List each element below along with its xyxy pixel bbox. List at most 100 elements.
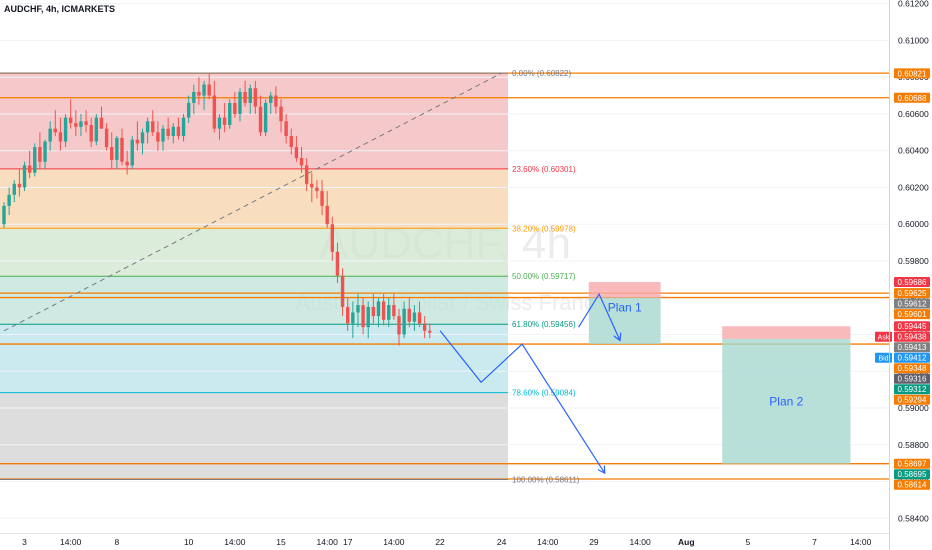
- plan-box[interactable]: Plan 1: [588, 281, 661, 345]
- price-label: 0.59445: [894, 321, 930, 332]
- candle-body: [310, 183, 314, 188]
- price-label-bg: [894, 309, 930, 320]
- candle-body: [397, 316, 401, 335]
- candle-body: [325, 205, 329, 225]
- time-tick-label: 17: [343, 537, 353, 547]
- time-tick-label: 14:00: [383, 537, 405, 547]
- candle-body: [99, 117, 104, 129]
- candle-body: [299, 158, 304, 166]
- candle-body: [186, 102, 191, 118]
- candle-body: [233, 102, 237, 114]
- candle-body: [222, 117, 227, 125]
- time-axis-background: [0, 533, 889, 550]
- time-axis[interactable]: 3 14:00 8 10 14:00 15 14:00 17 14:00 22 24 14:00 29 1…: [0, 533, 889, 550]
- price-label: 0.58614: [894, 479, 930, 490]
- candle-body: [402, 308, 406, 335]
- time-tick-label: Aug: [678, 537, 695, 547]
- price-label: 0.59413: [894, 342, 930, 353]
- price-label-bg: [894, 469, 930, 480]
- price-label-text: 0.59294: [898, 396, 927, 405]
- dashed-trend-line[interactable]: [3, 72, 502, 332]
- candle-body: [269, 95, 273, 103]
- candle-body: [48, 128, 52, 142]
- price-label: 0.58695: [894, 469, 930, 480]
- price-label-text: 0.60688: [898, 94, 927, 103]
- price-tick-label: 0.58400: [898, 513, 929, 523]
- candle: [335, 242, 340, 284]
- candle: [407, 297, 411, 328]
- candle-body: [176, 126, 181, 137]
- trend-line[interactable]: [3, 72, 502, 332]
- plan-target-zone: [588, 297, 661, 345]
- price-label-bg: [894, 352, 930, 363]
- projection-arrow[interactable]: [439, 330, 604, 473]
- candle-body: [22, 165, 27, 188]
- candle-body: [376, 301, 381, 317]
- candle-body: [89, 124, 93, 142]
- price-label-bg: [894, 373, 930, 384]
- candle: [304, 158, 309, 192]
- candle: [145, 117, 150, 144]
- candle-body: [351, 312, 355, 324]
- fib-zone: [0, 228, 508, 277]
- price-label-text: 0.58614: [898, 481, 927, 490]
- candle-body: [74, 123, 78, 127]
- time-tick-label: 14:00: [60, 537, 82, 547]
- candle-body: [417, 312, 422, 324]
- price-tick-label: 0.60400: [898, 146, 929, 156]
- candle: [89, 117, 93, 148]
- candle: [279, 99, 283, 133]
- candle-body: [161, 128, 165, 142]
- price-label-text: 0.59625: [898, 289, 927, 298]
- candle-body: [258, 106, 263, 133]
- candle-body: [366, 306, 370, 328]
- price-tick-label: 0.61200: [898, 0, 929, 9]
- candle-body: [135, 139, 140, 144]
- fibonacci-zones: [0, 73, 508, 480]
- price-label-bg: [894, 298, 930, 309]
- price-tag-bg: [875, 352, 892, 363]
- plan-boxes[interactable]: Plan 1 Plan 2: [588, 281, 851, 464]
- price-label: 0.59601: [894, 309, 930, 320]
- time-tick-label: 3: [22, 537, 27, 547]
- candle-body: [79, 121, 83, 127]
- candle: [27, 150, 32, 179]
- candle-body: [58, 132, 63, 142]
- candle: [392, 294, 396, 320]
- price-label-text: 0.59445: [898, 322, 927, 331]
- candle: [161, 124, 165, 151]
- candle: [320, 180, 324, 216]
- candle: [130, 136, 134, 170]
- candle: [217, 113, 222, 140]
- price-label: 0.59412 Bid: [875, 352, 930, 363]
- price-axis[interactable]: 0.612000.610000.608000.606000.604000.602…: [889, 0, 932, 550]
- plan-stop-zone: [588, 281, 661, 298]
- price-label: 0.59316: [894, 373, 930, 384]
- candle-body: [207, 84, 211, 96]
- candle: [110, 132, 114, 170]
- candle: [228, 99, 232, 129]
- candle-body: [279, 106, 283, 122]
- projection-arrows[interactable]: [439, 292, 620, 473]
- plan-box[interactable]: Plan 2: [722, 326, 851, 464]
- candle: [361, 297, 365, 335]
- candle: [428, 323, 432, 339]
- projection-arrow[interactable]: [578, 292, 620, 340]
- candle-body: [140, 132, 145, 144]
- price-label-text: 0.59412: [898, 354, 927, 363]
- candle-body: [340, 275, 345, 307]
- candle: [115, 136, 119, 170]
- fib-zone: [0, 324, 508, 393]
- price-tick-label: 0.60000: [898, 219, 929, 229]
- candle: [422, 316, 427, 339]
- candle: [310, 172, 314, 203]
- candle-body: [63, 117, 68, 142]
- candle-body: [371, 306, 376, 317]
- price-label: 0.59612: [894, 298, 930, 309]
- candle: [356, 294, 360, 328]
- candle-body: [33, 147, 37, 173]
- time-tick-label: 22: [435, 537, 445, 547]
- price-tag-text: Ask: [878, 335, 890, 342]
- candle-body: [381, 301, 386, 320]
